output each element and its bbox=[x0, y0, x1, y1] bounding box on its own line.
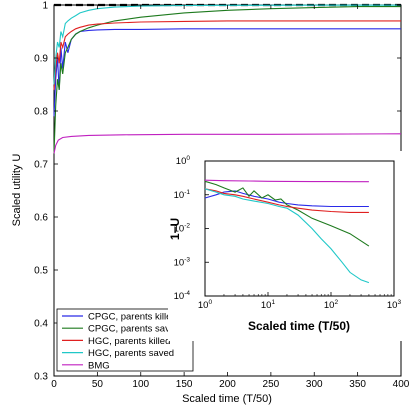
y-tick-label: 0.6 bbox=[34, 213, 48, 224]
x-tick-label: 200 bbox=[219, 379, 236, 390]
y-tick-label: 0.7 bbox=[34, 160, 48, 171]
y-tick-label: 0.5 bbox=[34, 266, 48, 277]
y-tick-label: 0.3 bbox=[34, 372, 48, 383]
inset-series-line-5 bbox=[204, 179, 369, 183]
x-tick-label: 250 bbox=[263, 379, 280, 390]
legend-label-cpgc-parents-killed: CPGC, parents killed bbox=[88, 312, 177, 323]
main-x-ticks: 0 50 100 150 200 250 300 350 400 bbox=[51, 5, 410, 390]
x-tick-label: 400 bbox=[393, 379, 410, 390]
legend-label-hgc-parents-killed: HGC, parents killed bbox=[88, 336, 170, 347]
legend-label-bmg: BMG bbox=[88, 360, 110, 371]
x-tick-label: 0 bbox=[51, 379, 57, 390]
y-tick-label: 0.4 bbox=[34, 319, 48, 330]
inset-series-line-3 bbox=[204, 188, 369, 213]
inset-series-line-2 bbox=[204, 180, 370, 247]
series-line-bmg bbox=[53, 133, 402, 154]
inset-series-group bbox=[204, 179, 370, 284]
inset-x-axis-label: Scaled time (T/50) bbox=[248, 319, 350, 333]
y-tick-label: 0.9 bbox=[34, 54, 48, 65]
inset-series-line-4 bbox=[204, 188, 370, 284]
inset-y-axis-label: 1−U bbox=[168, 218, 182, 240]
x-tick-label: 300 bbox=[306, 379, 323, 390]
y-tick-label: 0.8 bbox=[34, 107, 48, 118]
main-y-axis-label: Scaled utility U bbox=[11, 154, 23, 227]
y-tick-label: 1 bbox=[42, 1, 48, 12]
x-tick-label: 50 bbox=[92, 379, 104, 390]
series-line-cpgc-parents-saved bbox=[53, 6, 401, 154]
main-plot: 0 50 100 150 200 250 300 350 400 0.3 0.4 0.5 0.6 0.7… bbox=[11, 1, 410, 406]
main-y-ticks: 0.3 0.4 0.5 0.6 0.7 0.8 0.9 1 bbox=[34, 1, 401, 383]
legend-label-cpgc-parents-saved: CPGC, parents saved bbox=[88, 324, 180, 335]
x-tick-label: 150 bbox=[176, 379, 193, 390]
main-x-axis-label: Scaled time (T/50) bbox=[182, 393, 272, 405]
x-tick-label: 350 bbox=[349, 379, 366, 390]
legend-label-hgc-parents-saved: HGC, parents saved bbox=[88, 348, 174, 359]
series-line-hgc-parents-killed bbox=[53, 20, 401, 90]
x-tick-label: 100 bbox=[132, 379, 149, 390]
inset-series-line-1 bbox=[204, 190, 369, 208]
